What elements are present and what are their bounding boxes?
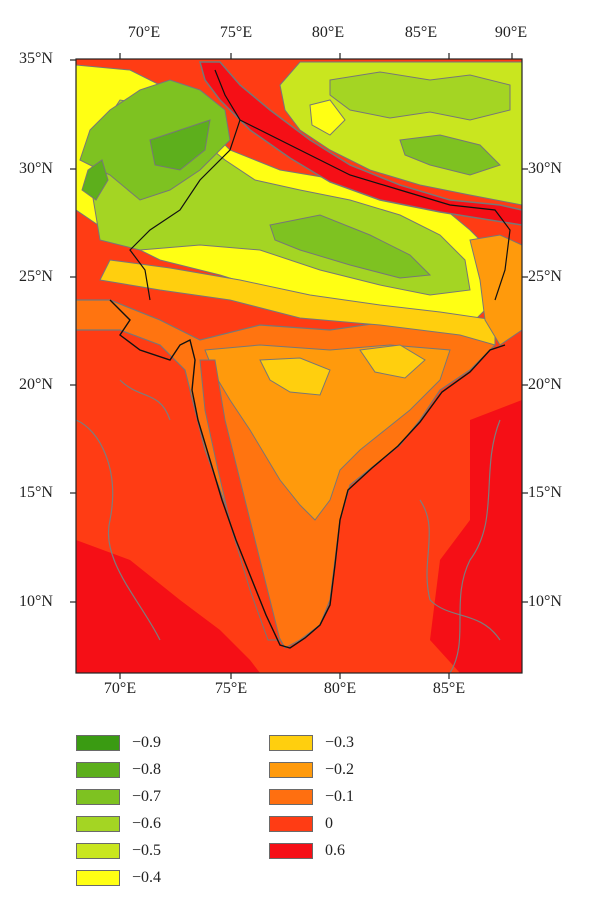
legend-label: −0.6 <box>132 815 162 832</box>
legend-item: −0.3 <box>269 733 354 753</box>
legend-item: −0.1 <box>269 787 354 807</box>
contour-lines <box>76 379 501 673</box>
y-tick-left: 25°N <box>19 268 53 285</box>
y-tick-right: 25°N <box>528 268 562 285</box>
legend-label: −0.5 <box>132 842 162 859</box>
legend-label: −0.7 <box>132 788 162 805</box>
arabian-sea-patch <box>76 540 260 673</box>
y-tick-left: 10°N <box>19 593 53 610</box>
legend-label: −0.3 <box>325 734 355 751</box>
legend-item: 0.6 <box>269 841 345 861</box>
deccan-plateau <box>204 344 451 521</box>
contour-map: 70°E 75°E 80°E 85°E 90°E 70°E 75°E 80°E … <box>19 24 562 697</box>
tibet-green-1 <box>329 71 511 121</box>
legend-label: 0.6 <box>325 842 345 859</box>
map-canvas <box>70 53 528 679</box>
y-tick-right: 10°N <box>528 593 562 610</box>
west-coast-strip <box>199 359 281 641</box>
legend-label: −0.9 <box>132 734 162 751</box>
legend-item: −0.8 <box>76 760 161 780</box>
x-tick-bottom: 70°E <box>103 680 137 697</box>
x-tick-top: 80°E <box>311 24 345 41</box>
y-tick-left: 20°N <box>19 376 53 393</box>
tibet-green-2 <box>399 134 501 176</box>
legend-swatch <box>76 843 120 859</box>
legend-swatch <box>269 816 313 832</box>
legend-swatch <box>269 735 313 751</box>
legend-label: −0.2 <box>325 761 355 778</box>
legend-label: 0 <box>325 815 333 832</box>
map-frame <box>75 58 523 674</box>
legend-swatch <box>76 789 120 805</box>
x-tick-top: 70°E <box>127 24 161 41</box>
legend-swatch <box>269 843 313 859</box>
y-tick-left: 15°N <box>19 484 53 501</box>
x-tick-top: 90°E <box>494 24 528 41</box>
northwest-dark-green-2 <box>149 119 211 171</box>
y-tick-right: 30°N <box>528 160 562 177</box>
x-tick-top: 75°E <box>219 24 253 41</box>
legend-swatch <box>76 816 120 832</box>
bay-of-bengal-patch <box>430 400 522 673</box>
x-tick-top: 85°E <box>404 24 438 41</box>
legend-swatch <box>76 870 120 886</box>
northeast-orange <box>469 234 522 346</box>
legend-label: −0.1 <box>325 788 355 805</box>
northwest-dark-green <box>81 159 109 201</box>
legend-item: −0.7 <box>76 787 161 807</box>
y-tick-left: 30°N <box>19 160 53 177</box>
coastline <box>109 299 506 649</box>
legend-item: −0.4 <box>76 868 161 888</box>
central-plateau-patch <box>259 357 331 396</box>
legend-item: 0 <box>269 814 333 834</box>
legend-item: −0.2 <box>269 760 354 780</box>
x-tick-bottom: 85°E <box>432 680 466 697</box>
y-tick-right: 15°N <box>528 484 562 501</box>
plain-core <box>269 214 432 279</box>
legend-label: −0.4 <box>132 869 162 886</box>
y-tick-right: 20°N <box>528 376 562 393</box>
legend-swatch <box>269 762 313 778</box>
legend-swatch <box>76 735 120 751</box>
legend-item: −0.5 <box>76 841 161 861</box>
himalaya-band <box>199 61 522 226</box>
legend-item: −0.9 <box>76 733 161 753</box>
x-tick-bottom: 80°E <box>323 680 357 697</box>
legend-swatch <box>269 789 313 805</box>
legend-swatch <box>76 762 120 778</box>
x-tick-bottom: 75°E <box>214 680 248 697</box>
political-border <box>129 69 511 301</box>
legend-label: −0.8 <box>132 761 162 778</box>
eastern-plateau-patch <box>359 344 426 379</box>
legend-item: −0.6 <box>76 814 161 834</box>
tick-marks <box>70 53 528 679</box>
tibet-yellow <box>309 99 346 136</box>
y-tick-left: 35°N <box>19 50 53 67</box>
